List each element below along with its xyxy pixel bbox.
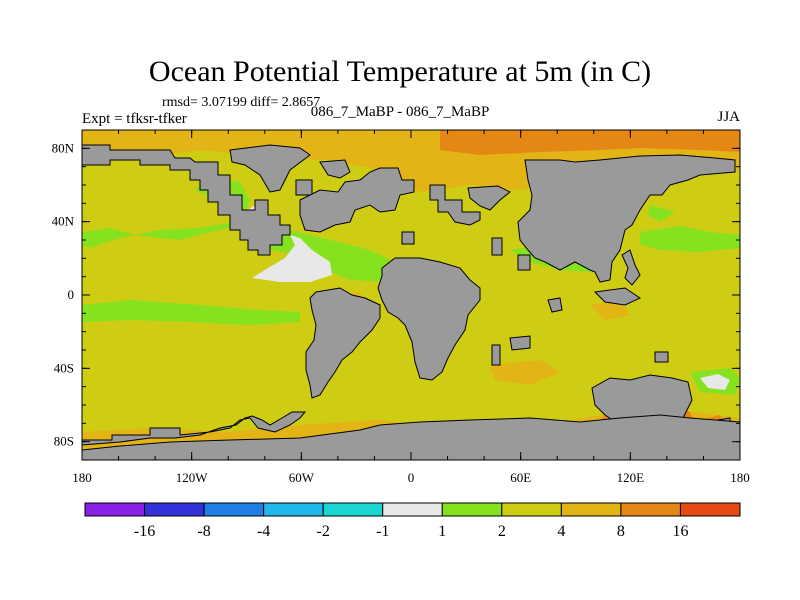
field-neg1-to-1-tasman [700, 374, 730, 390]
colorbar-label: 8 [617, 523, 625, 540]
colorbar-label: 4 [557, 523, 565, 540]
season-label: JJA [717, 109, 740, 125]
colorbar-swatch [144, 502, 205, 517]
y-tick-label: 40S [54, 360, 74, 375]
colorbar-label: -2 [317, 523, 330, 540]
land-new-guinea [654, 351, 669, 363]
land-south-america [305, 287, 381, 399]
land-black-sea-region [429, 184, 481, 226]
land-indonesia [593, 287, 642, 306]
land-masses [82, 144, 740, 460]
field-1-to-2-nw-pacific [640, 226, 740, 252]
colorbar-swatch [263, 502, 324, 517]
colorbar: -16 -8 -4 -2 -1 1 2 4 8 16 [84, 502, 741, 540]
stats-text: rmsd= 3.07199 diff= 2.8657 [162, 95, 321, 110]
colorbar-swatch [382, 502, 443, 517]
axis-ticks [81, 130, 741, 460]
colorbar-swatch [203, 502, 265, 517]
colorbar-swatch [322, 502, 384, 517]
field-warm-patch-4 [590, 300, 630, 320]
colorbar-swatch [560, 502, 622, 517]
chart-title: Ocean Potential Temperature at 5m (in C) [148, 55, 652, 88]
land-east-asia-coast [621, 249, 641, 286]
field-warm-patch-3 [490, 360, 560, 385]
colorbar-label: 2 [498, 523, 506, 540]
x-tick-label: 120W [176, 470, 209, 485]
field-1-to-2-north-atlantic [250, 230, 400, 282]
subtitle: 086_7_MaBP - 086_7_MaBP [310, 104, 490, 120]
field-neg1-to-1-atlantic [252, 235, 332, 282]
land-indian-island [509, 335, 531, 351]
x-tick-label: 0 [408, 470, 415, 485]
land-madagascar [491, 344, 501, 366]
y-axis-labels: 80N 40N 0 40S 80S [52, 140, 75, 448]
land-asia [517, 154, 736, 283]
x-axis-labels: 180 120W 60W 0 60E 120E 180 [72, 470, 750, 485]
colorbar-swatch [620, 502, 681, 517]
map-field [82, 130, 740, 460]
colorbar-label: 1 [438, 523, 446, 540]
y-tick-label: 0 [68, 287, 75, 302]
land-india-tip [517, 254, 531, 271]
colorbar-swatch [441, 502, 503, 517]
land-antarctic-peninsula [82, 411, 307, 446]
x-tick-label: 180 [72, 470, 92, 485]
y-tick-label: 80S [54, 434, 74, 449]
field-1-to-2-kuroshio [648, 205, 675, 222]
land-africa [377, 257, 481, 381]
land-antarctica [82, 414, 740, 460]
land-europe-west [299, 167, 415, 233]
field-8-to-16-arctic [440, 130, 740, 155]
land-island-1 [401, 231, 415, 245]
x-tick-label: 120E [617, 470, 645, 485]
colorbar-swatch [679, 502, 741, 517]
colorbar-label: 16 [672, 523, 688, 540]
land-arabia-tip [491, 237, 503, 256]
colorbar-label: -1 [376, 523, 389, 540]
colorbar-label: -4 [257, 523, 270, 540]
x-tick-label: 60E [510, 470, 531, 485]
land-north-america [82, 144, 291, 256]
colorbar-swatch [84, 502, 146, 517]
y-tick-label: 80N [52, 140, 75, 155]
colorbar-label: -16 [134, 523, 155, 540]
colorbar-label: -8 [197, 523, 210, 540]
land-arctic-island [319, 159, 351, 179]
colorbar-swatch [501, 502, 562, 517]
land-iceland [295, 179, 313, 196]
land-sri-lanka [547, 297, 563, 313]
x-tick-label: 180 [730, 470, 750, 485]
field-1-to-2-equatorial [82, 300, 300, 325]
y-tick-label: 40N [52, 214, 75, 229]
experiment-label: Expt = tfksr-tfker [82, 111, 187, 127]
land-caspian-region [467, 185, 511, 211]
x-tick-label: 60W [289, 470, 315, 485]
land-greenland [229, 144, 311, 193]
